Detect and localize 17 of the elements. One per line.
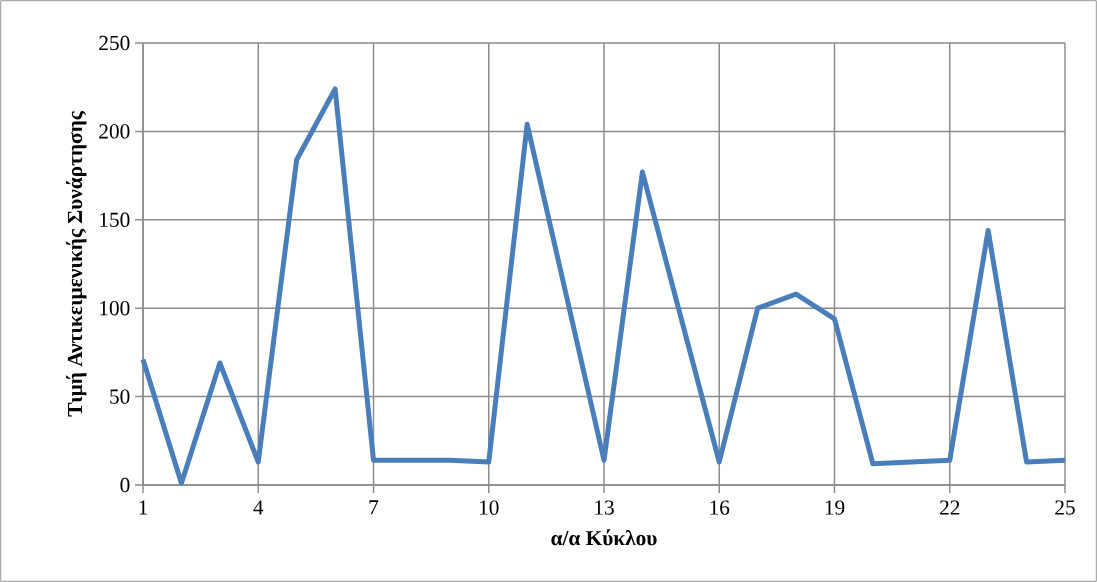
x-tick-label: 16 xyxy=(710,500,730,515)
y-tick-label: 200 xyxy=(99,124,130,139)
x-axis-title: α/α Κύκλου xyxy=(551,529,657,546)
x-tick-label: 22 xyxy=(940,500,960,515)
x-tick-label: 7 xyxy=(369,500,379,515)
x-tick-label: 13 xyxy=(595,500,614,515)
x-tick-label: 25 xyxy=(1055,500,1075,515)
y-tick-label: 150 xyxy=(100,212,130,227)
y-tick-label: 0 xyxy=(120,477,130,493)
x-tick-label: 4 xyxy=(253,500,264,515)
x-tick-label: 1 xyxy=(139,500,148,515)
x-tick-label: 19 xyxy=(825,500,845,515)
y-tick-label: 100 xyxy=(100,301,130,316)
x-tick-label: 10 xyxy=(479,500,499,515)
y-tick-label: 250 xyxy=(99,35,130,51)
y-axis-title: Τιμή Αντικειμενικής Συνάρτησης xyxy=(66,111,87,417)
y-tick-label: 50 xyxy=(110,389,130,404)
